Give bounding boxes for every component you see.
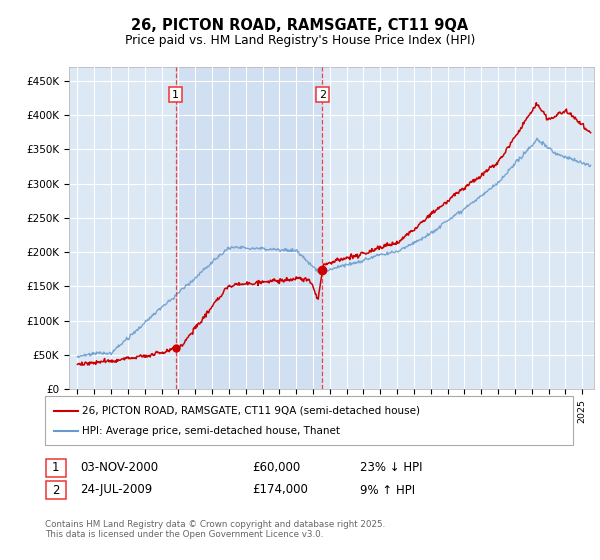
Text: 2: 2 — [319, 90, 326, 100]
Text: Price paid vs. HM Land Registry's House Price Index (HPI): Price paid vs. HM Land Registry's House … — [125, 34, 475, 47]
Text: 1: 1 — [52, 461, 59, 474]
Text: 26, PICTON ROAD, RAMSGATE, CT11 9QA (semi-detached house): 26, PICTON ROAD, RAMSGATE, CT11 9QA (sem… — [82, 405, 420, 416]
Text: Contains HM Land Registry data © Crown copyright and database right 2025.
This d: Contains HM Land Registry data © Crown c… — [45, 520, 385, 539]
Text: 9% ↑ HPI: 9% ↑ HPI — [360, 483, 415, 497]
Text: 2: 2 — [52, 483, 59, 497]
Bar — [176, 67, 322, 389]
Text: HPI: Average price, semi-detached house, Thanet: HPI: Average price, semi-detached house,… — [82, 426, 340, 436]
Text: £60,000: £60,000 — [252, 461, 300, 474]
Text: £174,000: £174,000 — [252, 483, 308, 497]
Text: 03-NOV-2000: 03-NOV-2000 — [80, 461, 158, 474]
Text: 1: 1 — [172, 90, 179, 100]
Text: 23% ↓ HPI: 23% ↓ HPI — [360, 461, 422, 474]
Text: 24-JUL-2009: 24-JUL-2009 — [80, 483, 152, 497]
Text: 26, PICTON ROAD, RAMSGATE, CT11 9QA: 26, PICTON ROAD, RAMSGATE, CT11 9QA — [131, 18, 469, 32]
